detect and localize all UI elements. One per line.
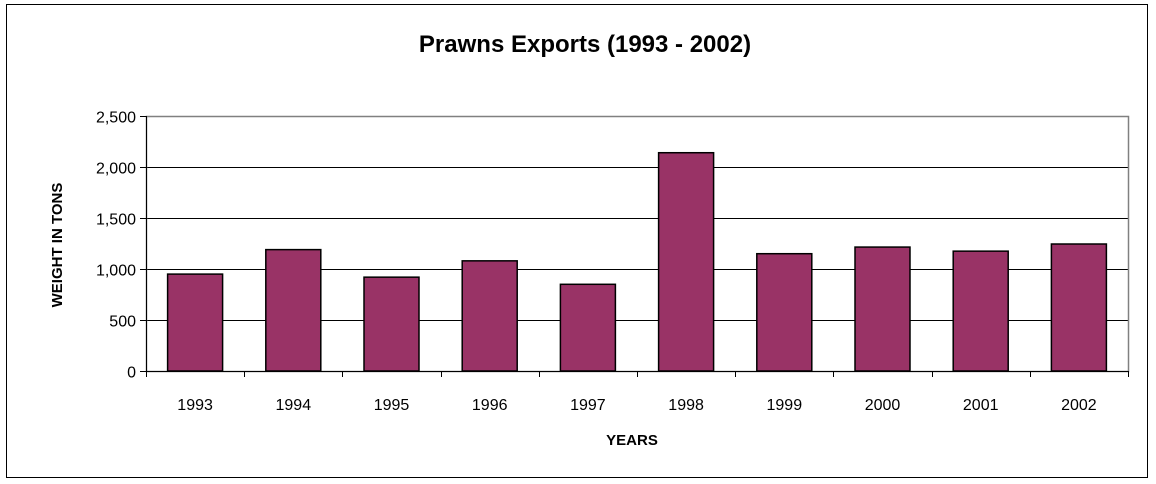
bar-1998 — [657, 151, 715, 372]
x-tick-label-1995: 1995 — [374, 397, 410, 414]
x-tick-label-2002: 2002 — [1061, 397, 1097, 414]
x-tick-label-1996: 1996 — [472, 397, 508, 414]
y-tick-label-1: 500 — [109, 314, 136, 331]
y-tick-label-3: 1,500 — [96, 212, 136, 229]
y-axis-title: WEIGHT IN TONS — [49, 183, 66, 308]
y-tick-label-4: 2,000 — [96, 161, 136, 178]
x-tick-label-1994: 1994 — [276, 397, 312, 414]
bar-2002 — [1050, 243, 1108, 372]
y-tick-label-0: 0 — [127, 365, 136, 382]
bar-1995 — [363, 276, 420, 372]
x-tick-label-2000: 2000 — [865, 397, 901, 414]
bar-1994 — [265, 248, 322, 372]
bar-1996 — [461, 260, 518, 372]
y-tick-label-5: 2,500 — [96, 110, 136, 127]
x-tick-label-1997: 1997 — [570, 397, 606, 414]
chart-frame — [6, 4, 1148, 478]
x-tick-label-1993: 1993 — [177, 397, 213, 414]
y-tick-label-2: 1,000 — [96, 263, 136, 280]
x-axis-title: YEARS — [606, 432, 658, 449]
x-tick-label-1998: 1998 — [668, 397, 704, 414]
x-tick-label-1999: 1999 — [767, 397, 803, 414]
chart-title: Prawns Exports (1993 - 2002) — [419, 31, 751, 58]
bar-1997 — [559, 283, 617, 372]
bar-1993 — [166, 273, 224, 372]
bar-2000 — [854, 246, 911, 372]
x-tick-label-2001: 2001 — [963, 397, 999, 414]
bar-2001 — [952, 250, 1009, 372]
plot-area: 0 500 1,000 1,500 2,000 2,500 1993 1994 1995 1996… — [96, 110, 1130, 414]
bar-1999 — [756, 252, 813, 372]
